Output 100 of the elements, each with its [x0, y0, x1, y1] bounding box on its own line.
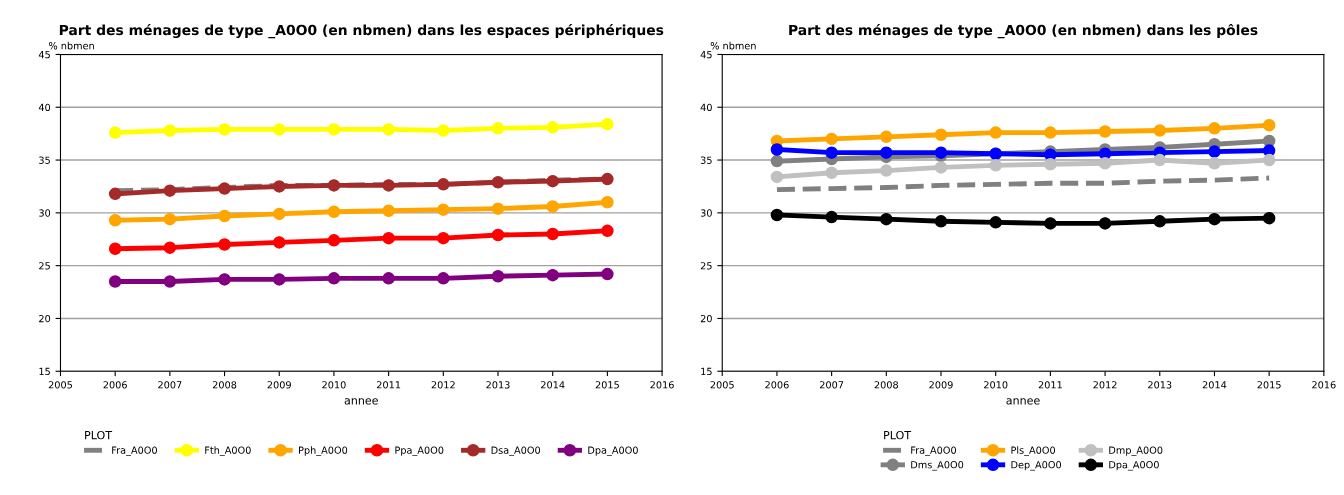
point — [163, 241, 177, 254]
x-tick-label: 2015 — [595, 381, 619, 389]
point — [825, 166, 838, 179]
y-tick-label: 45 — [38, 51, 50, 59]
point — [327, 205, 341, 219]
point — [272, 123, 286, 136]
x-tick-label: 2012 — [431, 381, 455, 389]
x-tick-label: 2007 — [819, 381, 844, 389]
point — [601, 196, 614, 209]
legend-label: Dsa_A0O0 — [491, 446, 541, 456]
point — [989, 216, 1002, 229]
legend-label: Dep_A0O0 — [1011, 461, 1062, 471]
point — [382, 123, 395, 136]
point — [491, 122, 505, 135]
point — [272, 273, 286, 286]
x-tick-label: 2013 — [1148, 381, 1172, 389]
chart-title: Part des ménages de type _A0O0 (en nbmen) dans les pôles — [789, 23, 1258, 39]
point — [1262, 118, 1276, 132]
point — [163, 275, 177, 288]
point — [108, 275, 122, 288]
point — [601, 117, 614, 131]
line-series — [774, 175, 1272, 193]
point — [1044, 158, 1057, 171]
point — [218, 123, 231, 136]
point — [1208, 145, 1221, 158]
y-tick-label: 15 — [39, 367, 50, 376]
point — [163, 184, 177, 197]
point — [108, 242, 122, 256]
point — [601, 172, 614, 186]
point — [880, 146, 893, 159]
point — [218, 182, 231, 195]
point — [218, 273, 231, 286]
point — [218, 209, 231, 223]
point — [1153, 124, 1167, 137]
y-tick-label: 15 — [701, 367, 712, 376]
x-tick-label: 2016 — [1312, 381, 1336, 389]
point — [382, 204, 395, 217]
x-tick-label: 2008 — [212, 381, 237, 389]
point — [108, 126, 122, 139]
point — [1044, 217, 1057, 230]
point — [327, 123, 341, 136]
point — [989, 126, 1002, 139]
x-tick-label: 2010 — [984, 381, 1008, 389]
y-tick-label: 25 — [700, 262, 712, 270]
point — [1262, 153, 1276, 167]
legend-label: Dms_A0O0 — [911, 461, 964, 471]
point — [934, 146, 948, 159]
y-axis-title: % nbmen — [710, 41, 756, 50]
legend-title: PLOT — [85, 430, 113, 440]
point — [880, 164, 893, 177]
point — [934, 215, 948, 228]
x-tick-label: 2006 — [765, 381, 789, 389]
point — [825, 210, 838, 224]
y-tick-label: 40 — [38, 103, 51, 112]
y-tick-label: 35 — [700, 156, 712, 164]
point — [546, 121, 559, 134]
x-tick-label: 2011 — [376, 381, 401, 389]
point — [1153, 215, 1167, 228]
y-tick-label: 40 — [700, 103, 712, 112]
point — [880, 212, 893, 226]
point — [1262, 211, 1276, 225]
point — [770, 143, 784, 156]
point — [1098, 156, 1112, 170]
legend-label: Dpa_A0O0 — [1109, 461, 1159, 471]
point — [272, 207, 286, 221]
point — [546, 174, 559, 188]
point — [546, 227, 559, 241]
point — [382, 272, 395, 285]
legend-label: Fra_A0O0 — [112, 446, 157, 456]
legend-label: Fth_A0O0 — [205, 446, 251, 456]
point — [1208, 212, 1221, 226]
x-tick-label: 2009 — [267, 381, 291, 389]
x-tick-label: 2014 — [541, 381, 565, 389]
point — [880, 130, 893, 144]
point — [1208, 122, 1221, 135]
point — [934, 128, 948, 141]
x-tick-label: 2016 — [650, 381, 674, 389]
x-tick-label: 2005 — [710, 381, 734, 389]
point — [163, 124, 177, 137]
point — [825, 132, 838, 146]
point — [218, 238, 231, 251]
x-axis-title: annee — [344, 398, 378, 405]
point — [437, 231, 450, 245]
y-tick-label: 30 — [39, 209, 51, 217]
y-tick-label: 35 — [39, 156, 50, 164]
chart-title: Part des ménages de type _A0O0 (en nbmen) dans les espaces périphériques — [59, 23, 664, 39]
y-tick-label: 45 — [700, 51, 712, 59]
y-tick-label: 20 — [700, 314, 712, 323]
legend-label: Dmp_A0O0 — [1109, 446, 1163, 456]
x-tick-label: 2007 — [158, 381, 182, 389]
point — [770, 154, 784, 168]
point — [825, 146, 838, 159]
point — [382, 231, 395, 245]
point — [1153, 153, 1167, 167]
point — [437, 178, 450, 191]
point — [163, 212, 177, 226]
point — [327, 272, 341, 285]
point — [1098, 125, 1112, 138]
point — [1044, 126, 1057, 139]
point — [491, 269, 505, 283]
